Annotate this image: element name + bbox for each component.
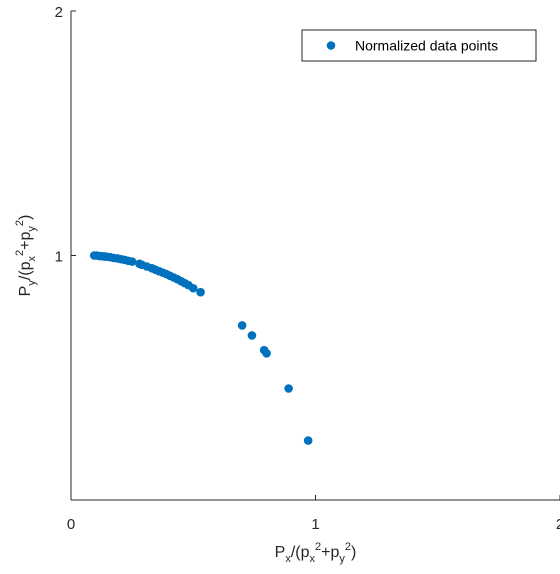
- axis-ticks: 0 1 2 1 2: [55, 4, 560, 533]
- data-point: [127, 257, 137, 266]
- y-axis-label: Py​/(px​2​+py​2​): [14, 215, 38, 297]
- legend-entry-label: Normalized data points: [355, 38, 498, 54]
- axis-labels: Px​/(px​2​+py​2​) Py​/(px​2​+py​2​): [14, 215, 356, 565]
- x-axis-label: Px​/(px​2​+py​2​): [275, 541, 357, 565]
- data-point: [188, 283, 198, 293]
- plot-area: [70, 11, 560, 501]
- data-points: [89, 251, 313, 445]
- data-point: [303, 436, 313, 445]
- data-point: [262, 349, 271, 358]
- x-tick-label: 1: [311, 516, 319, 533]
- data-point: [196, 287, 205, 297]
- y-tick-label: 2: [55, 4, 63, 21]
- x-tick-label: 2: [556, 516, 560, 533]
- legend: Normalized data points: [301, 29, 537, 62]
- data-point: [247, 331, 257, 340]
- x-tick-label: 0: [67, 516, 75, 533]
- legend-marker: [326, 41, 336, 50]
- legend-box: [301, 29, 537, 62]
- y-tick-label: 1: [55, 249, 63, 266]
- data-point: [284, 384, 293, 393]
- data-point: [237, 321, 247, 330]
